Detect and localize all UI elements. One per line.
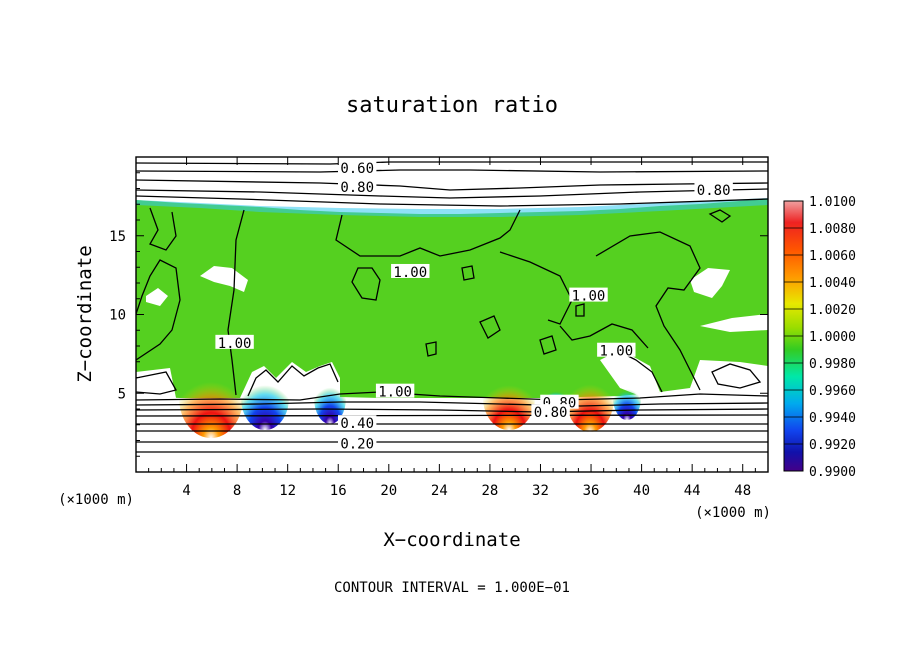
colorbar-label: 1.0060 [809, 249, 856, 264]
contour-label-bg [694, 182, 733, 197]
contour-line [425, 341, 437, 357]
contour-label: 0.80 [697, 183, 731, 199]
contour-line [136, 391, 768, 401]
contour-label-bg [569, 287, 608, 302]
contour-line [539, 335, 557, 355]
z-axis-label: Z−coordinate [74, 245, 96, 382]
z-tick-label: 15 [109, 229, 126, 245]
colorbar-label: 0.9940 [809, 411, 856, 426]
cold-plume-1 [241, 366, 289, 430]
contour-label: 1.00 [393, 265, 427, 281]
contour-label: 1.00 [572, 289, 606, 305]
chart-title: saturation ratio [346, 93, 558, 118]
x-left-unit-label: (×1000 m) [58, 492, 134, 508]
x-tick-label: 40 [633, 483, 650, 499]
colorbar-label: 1.0040 [809, 276, 856, 291]
x-tick-label: 48 [734, 483, 751, 499]
contour-line [136, 259, 181, 361]
contour-label: 0.80 [534, 405, 568, 421]
colorbar-label: 0.9900 [809, 465, 856, 480]
x-right-unit-label: (×1000 m) [695, 505, 771, 521]
colorbar-label: 1.0000 [809, 330, 856, 345]
contour-label-bg [338, 160, 377, 175]
contour-line [136, 408, 768, 413]
contour-line [136, 188, 768, 199]
colorbar: 1.0100 1.0080 1.0060 1.0040 1.0020 1.0000 0.99… [783, 195, 856, 480]
contour-line [136, 195, 768, 207]
contour-line [149, 207, 177, 251]
colorbar-labels: 1.0100 1.0080 1.0060 1.0040 1.0020 1.0000 0.99… [784, 195, 856, 480]
contour-label: 1.00 [218, 336, 252, 352]
contour-labels: 0.600.80 0.801.001.001.00 1.001.000.800.80… [215, 160, 733, 453]
colorbar-label: 0.9920 [809, 438, 856, 453]
x-axis-ticks: 4 8 12 16 20 24 28 32 36 40 44 48 [148, 157, 756, 499]
hot-plume-1 [179, 358, 243, 438]
contour-line [335, 209, 521, 257]
contour-line [479, 315, 501, 339]
contour-label: 0.40 [340, 416, 374, 432]
contour-line [499, 251, 573, 325]
contour-label: 0.80 [340, 180, 374, 196]
contour-line [247, 363, 339, 397]
contour-label-bg [338, 435, 377, 450]
z-tick-label: 5 [118, 386, 126, 402]
contour-line [227, 209, 245, 396]
contour-label-bg [391, 263, 430, 278]
x-tick-label: 20 [380, 483, 397, 499]
colorbar-label: 1.0020 [809, 303, 856, 318]
contour-interval-note: CONTOUR INTERVAL = 1.000E−01 [334, 580, 570, 596]
x-tick-label: 16 [330, 483, 347, 499]
contour-label: 1.00 [599, 344, 633, 360]
cold-plume-2 [314, 372, 346, 424]
contour-label-bg [375, 383, 415, 398]
contour-label-bg [338, 178, 377, 193]
contour-line [559, 323, 649, 349]
contour-line [575, 303, 585, 317]
contour-label-bg [215, 334, 254, 349]
contour-line [136, 401, 768, 407]
contour-line [351, 267, 381, 301]
contour-label-bg [597, 342, 636, 357]
contour-line [136, 371, 177, 395]
dry-pocket-2 [146, 288, 168, 306]
dry-pocket-7 [600, 352, 660, 396]
x-tick-label: 4 [182, 483, 190, 499]
contour-line [711, 363, 762, 389]
dry-pocket-3 [690, 268, 730, 298]
contour-label: 0.60 [340, 161, 374, 177]
x-axis-label: X−coordinate [383, 529, 520, 551]
x-tick-label: 36 [583, 483, 600, 499]
upper-edge-band [136, 198, 768, 217]
contour-line [136, 179, 768, 191]
x-tick-label: 32 [532, 483, 549, 499]
x-tick-label: 28 [481, 483, 498, 499]
contour-line [708, 209, 732, 223]
contour-label-bg [531, 404, 570, 419]
contour-line [461, 265, 475, 281]
z-axis-ticks: 5 10 15 [109, 172, 768, 457]
z-tick-label: 10 [109, 308, 126, 324]
dry-pocket-4 [700, 314, 768, 332]
colorbar-label: 0.9980 [809, 357, 856, 372]
contour-label-bg [338, 415, 377, 430]
colorbar-label: 1.0080 [809, 222, 856, 237]
contour-lines [136, 161, 768, 453]
contour-label: 1.00 [378, 385, 412, 401]
x-tick-label: 44 [684, 483, 701, 499]
plot-field: 0.600.80 0.801.001.001.00 1.001.000.800.80… [136, 157, 768, 472]
x-tick-label: 8 [233, 483, 241, 499]
x-tick-label: 12 [279, 483, 296, 499]
x-tick-label: 24 [431, 483, 448, 499]
contour-line [136, 169, 768, 173]
contour-line [595, 231, 701, 391]
colorbar-label: 0.9960 [809, 384, 856, 399]
contour-label: 0.20 [340, 437, 374, 453]
dry-pocket-1 [200, 266, 248, 292]
contour-line [136, 414, 768, 417]
colorbar-label: 1.0100 [809, 195, 856, 210]
